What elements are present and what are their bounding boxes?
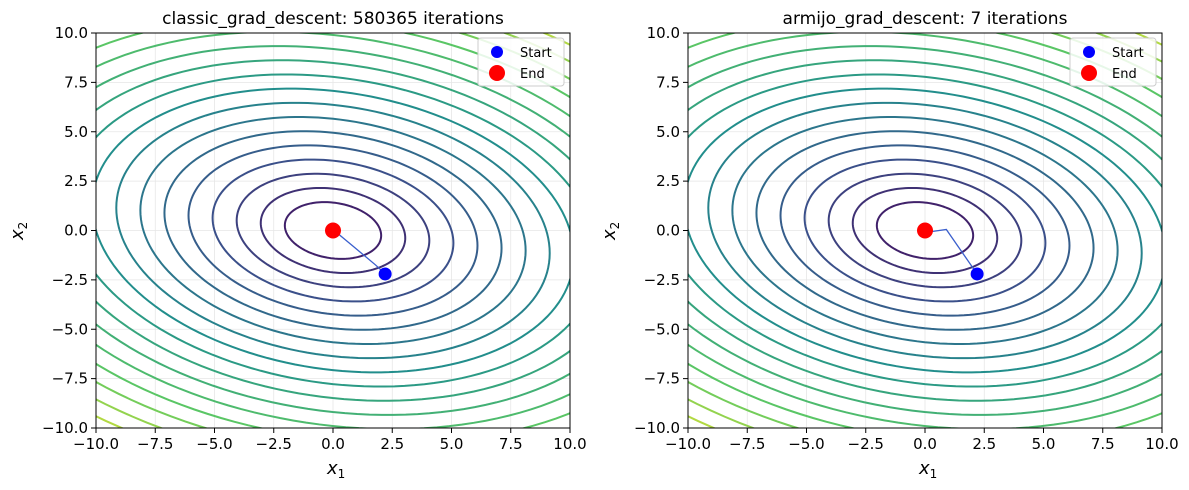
y-tick-label: 10.0 — [55, 24, 88, 42]
x-tick-label: 2.5 — [380, 435, 404, 453]
x-tick-label: 5.0 — [440, 435, 464, 453]
y-tick-label: 10.0 — [647, 24, 680, 42]
subplot-classic: classic_grad_descent: 580365 iterations … — [7, 9, 587, 481]
contour-line — [688, 87, 1162, 374]
chart-title: classic_grad_descent: 580365 iterations — [162, 9, 504, 29]
y-tick-label: −2.5 — [52, 271, 88, 289]
y-ticks: −10.0 −7.5 −5.0 −2.5 0.0 2.5 5.0 7.5 10.0 — [634, 24, 688, 437]
contour-line — [803, 158, 1047, 303]
legend-end-marker — [1081, 65, 1097, 81]
subplot-armijo: armijo_grad_descent: 7 iterations −10.0−… — [599, 9, 1179, 481]
contour-lines — [688, 33, 1162, 428]
chart-title: armijo_grad_descent: 7 iterations — [783, 9, 1068, 29]
x-ticks: −10.0 −7.5 −5.0 −2.5 0.0 2.5 5.0 7.5 10.0 — [665, 428, 1179, 453]
contour-line — [875, 201, 975, 260]
start-marker — [378, 267, 392, 281]
contour-line — [163, 130, 503, 331]
descent-path — [332, 229, 386, 275]
x-ticks: −10.0 −7.5 −5.0 −2.5 0.0 2.5 5.0 7.5 10.0 — [73, 428, 587, 453]
end-marker — [325, 222, 341, 239]
contour-lines — [96, 33, 570, 428]
y-axis-label: x2 — [599, 222, 622, 241]
legend-start-marker — [1083, 46, 1095, 58]
x-tick-label: −10.0 — [665, 435, 711, 453]
x-tick-label: 0.0 — [913, 435, 937, 453]
end-marker — [917, 222, 933, 239]
contour-line — [96, 87, 570, 374]
y-tick-label: 7.5 — [64, 73, 88, 91]
contour-line — [707, 101, 1143, 360]
contour-line — [96, 33, 570, 428]
x-tick-label: −7.5 — [137, 435, 173, 453]
x-tick-label: 5.0 — [1032, 435, 1056, 453]
y-tick-label: −2.5 — [644, 271, 680, 289]
contour-line — [755, 130, 1095, 331]
y-tick-label: −10.0 — [634, 419, 680, 437]
y-tick-label: −10.0 — [42, 419, 88, 437]
plot-area — [688, 33, 1162, 428]
contour-line — [827, 172, 1023, 289]
contour-line — [688, 73, 1162, 388]
y-tick-label: −7.5 — [52, 370, 88, 388]
contour-line — [96, 73, 570, 388]
x-axis-label: x1 — [326, 458, 345, 481]
contour-line — [96, 45, 570, 416]
x-tick-label: −2.5 — [848, 435, 884, 453]
legend-end-marker — [489, 65, 505, 81]
contour-line — [688, 45, 1162, 416]
x-tick-label: −5.0 — [788, 435, 824, 453]
y-tick-label: 0.0 — [64, 222, 88, 240]
plot-area — [96, 33, 570, 428]
x-tick-label: 7.5 — [499, 435, 523, 453]
y-tick-label: −5.0 — [644, 320, 680, 338]
legend-start-marker — [491, 46, 503, 58]
x-tick-label: −5.0 — [196, 435, 232, 453]
contour-line — [851, 186, 999, 275]
y-tick-label: 2.5 — [64, 172, 88, 190]
x-axis-label: x1 — [918, 458, 937, 481]
legend: Start End — [477, 37, 565, 87]
contour-line — [779, 144, 1071, 317]
contour-line — [259, 186, 407, 275]
y-tick-label: 7.5 — [656, 73, 680, 91]
start-marker — [970, 267, 984, 281]
y-tick-label: −5.0 — [52, 320, 88, 338]
x-tick-label: −7.5 — [729, 435, 765, 453]
contour-line — [139, 116, 527, 345]
y-tick-label: −7.5 — [644, 370, 680, 388]
contour-line — [187, 144, 479, 317]
contour-line — [731, 116, 1119, 345]
x-tick-label: 10.0 — [553, 435, 586, 453]
y-tick-label: 5.0 — [64, 123, 88, 141]
y-tick-label: 5.0 — [656, 123, 680, 141]
contour-line — [283, 201, 383, 260]
contour-line — [211, 158, 455, 303]
x-tick-label: −2.5 — [256, 435, 292, 453]
y-ticks: −10.0 −7.5 −5.0 −2.5 0.0 2.5 5.0 7.5 10.0 — [42, 24, 96, 437]
x-tick-label: −10.0 — [73, 435, 119, 453]
y-tick-label: 2.5 — [656, 172, 680, 190]
legend-label-start: Start — [1112, 46, 1144, 61]
contour-line — [688, 33, 1162, 428]
legend: Start End — [1069, 37, 1157, 87]
y-axis-label: x2 — [7, 222, 30, 241]
legend-label-start: Start — [520, 46, 552, 61]
legend-label-end: End — [1112, 67, 1137, 82]
contour-line — [96, 33, 570, 428]
contour-line — [115, 101, 551, 360]
x-tick-label: 0.0 — [321, 435, 345, 453]
legend-label-end: End — [520, 67, 545, 82]
contour-line — [688, 59, 1162, 402]
x-tick-label: 7.5 — [1091, 435, 1115, 453]
x-tick-label: 2.5 — [972, 435, 996, 453]
x-tick-label: 10.0 — [1145, 435, 1178, 453]
y-tick-label: 0.0 — [656, 222, 680, 240]
contour-line — [235, 172, 431, 289]
contour-line — [96, 59, 570, 402]
